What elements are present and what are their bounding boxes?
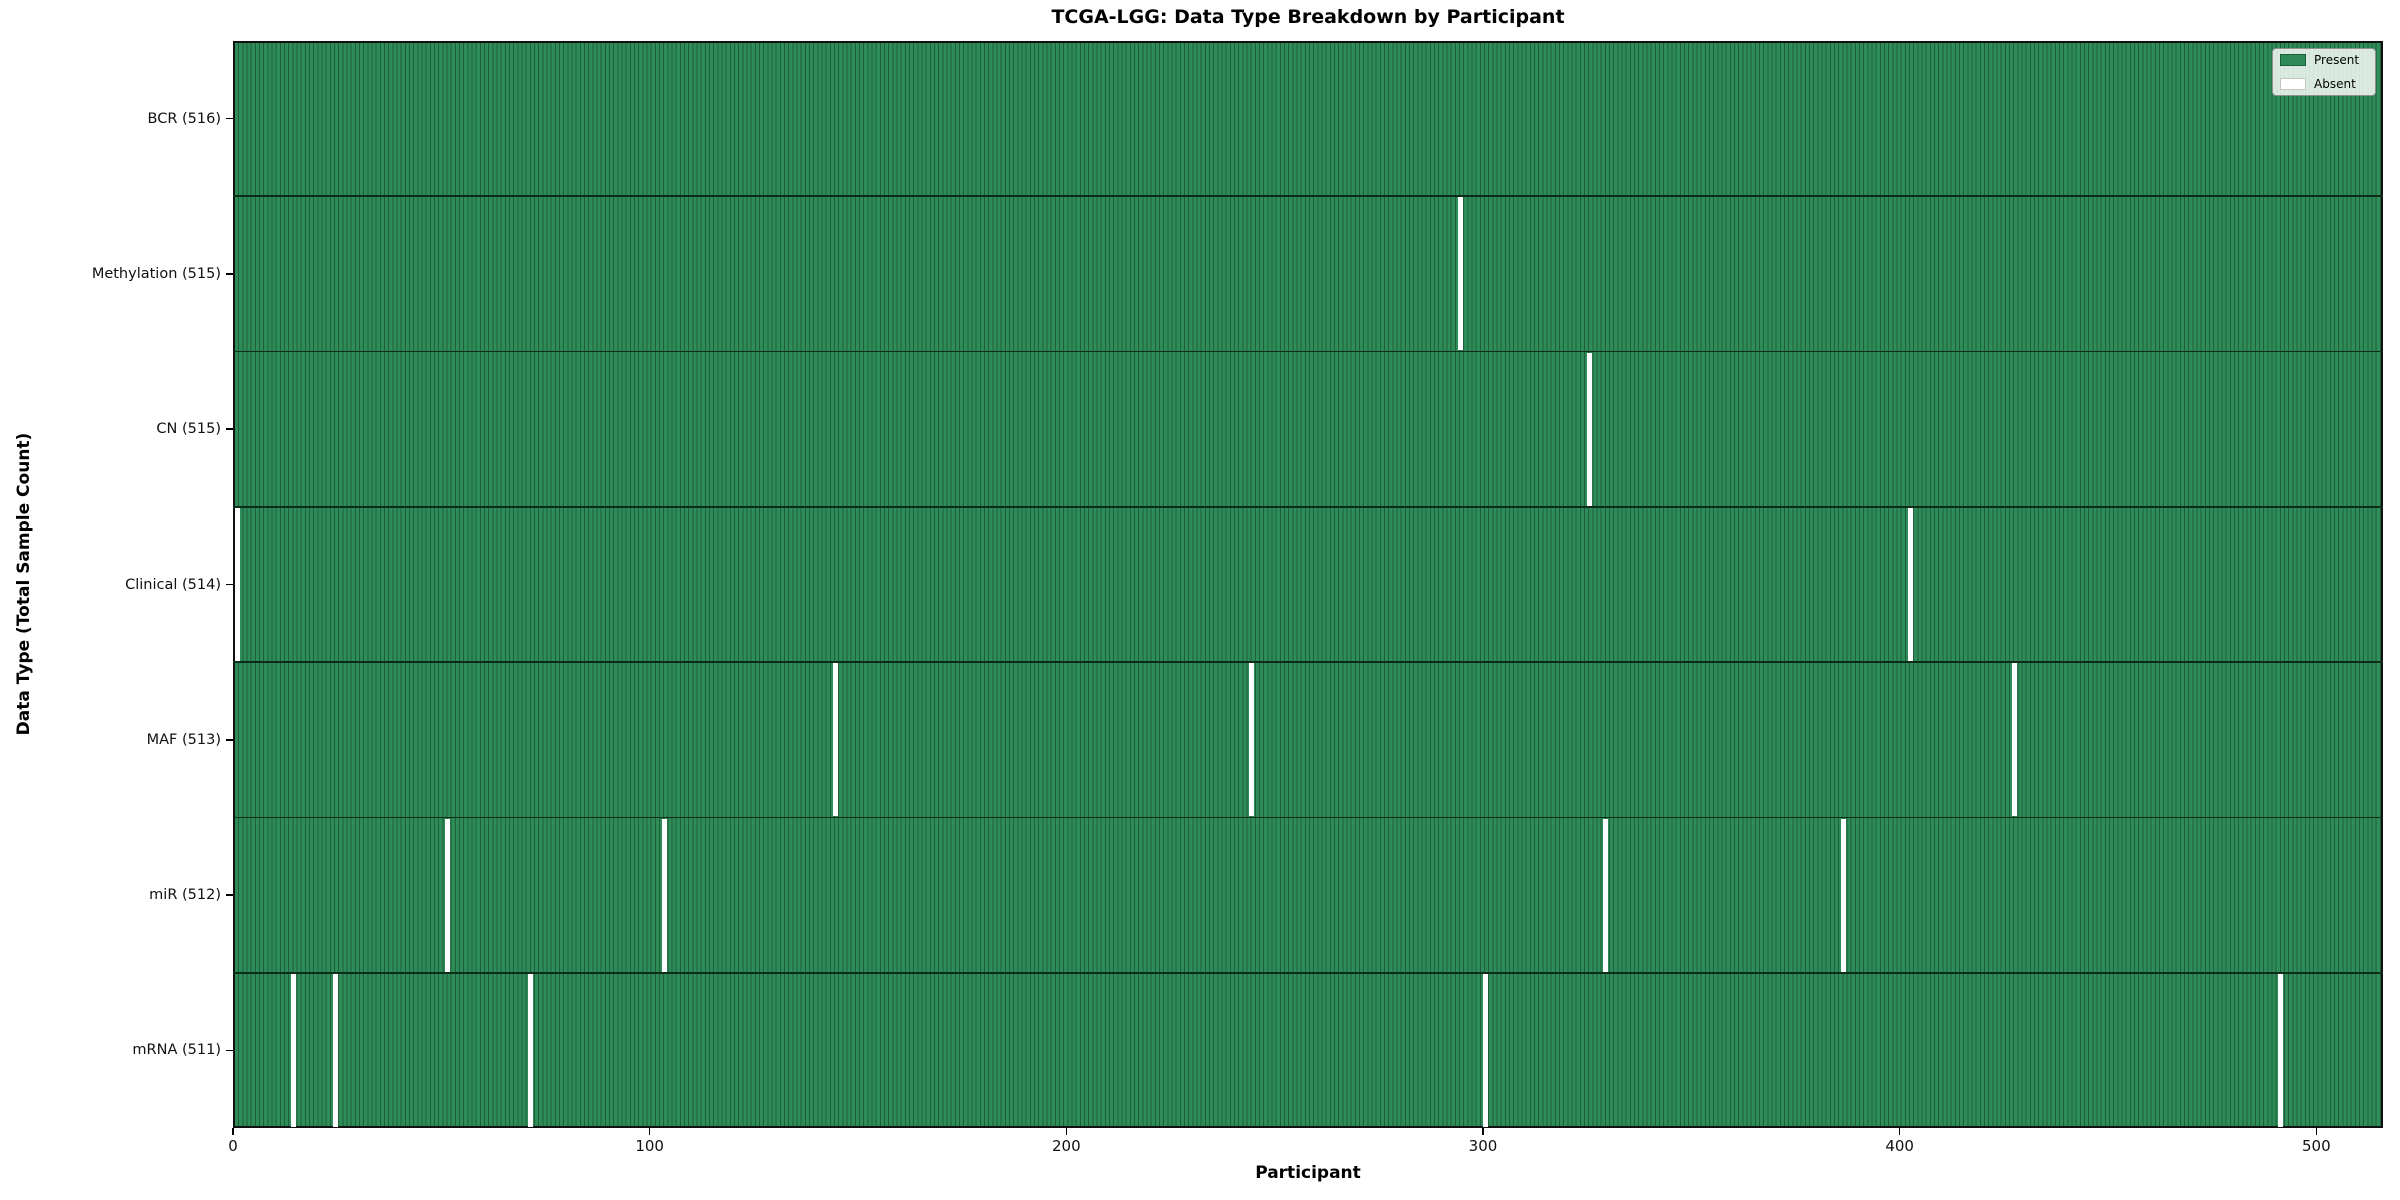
row-separator — [233, 195, 2383, 198]
y-tick-label: CN (515) — [156, 421, 221, 438]
x-tick-label: 200 — [1052, 1137, 1081, 1155]
legend-label-absent: Absent — [2314, 77, 2356, 91]
absent-marker — [235, 508, 240, 661]
absent-marker — [1586, 352, 1592, 506]
x-tick-label: 0 — [228, 1137, 238, 1155]
x-tick — [1482, 1128, 1484, 1135]
x-axis-label: Participant — [1255, 1163, 1361, 1183]
legend-label-present: Present — [2314, 53, 2360, 67]
absent-marker — [332, 973, 338, 1127]
y-tick — [226, 583, 233, 586]
legend-entry-absent: Absent — [2280, 78, 2368, 90]
absent-marker — [1840, 818, 1846, 972]
absent-marker — [2011, 663, 2017, 817]
absent-marker — [1249, 663, 1255, 817]
absent-marker — [445, 818, 451, 972]
absent-marker — [661, 818, 667, 972]
row-separator — [233, 971, 2383, 974]
y-tick-label: Clinical (514) — [125, 576, 221, 593]
x-tick-label: 100 — [635, 1137, 664, 1155]
y-tick — [226, 273, 233, 275]
y-tick — [226, 117, 233, 120]
absent-marker — [290, 973, 296, 1127]
absent-swatch-icon — [2280, 78, 2306, 90]
x-tick — [232, 1128, 234, 1135]
y-tick-label: Methylation (515) — [91, 265, 221, 282]
absent-marker — [528, 973, 534, 1127]
row-separator — [233, 506, 2383, 508]
x-tick-label: 500 — [2302, 1137, 2331, 1155]
row-separator — [233, 816, 2383, 819]
absent-marker — [1907, 508, 1913, 661]
x-tick — [2315, 1128, 2318, 1135]
y-tick-label: BCR (516) — [147, 110, 222, 127]
y-tick — [226, 738, 233, 741]
y-tick — [226, 1049, 233, 1052]
absent-marker — [832, 663, 838, 817]
y-tick-label: mRNA (511) — [132, 1042, 221, 1059]
y-tick — [226, 428, 233, 430]
x-tick — [1898, 1128, 1901, 1135]
present-swatch-icon — [2280, 54, 2306, 66]
row-separator — [233, 350, 2383, 353]
x-tick-label: 400 — [1885, 1137, 1914, 1155]
x-tick-label: 300 — [1468, 1137, 1498, 1155]
x-tick — [1065, 1128, 1068, 1135]
legend: Present Absent — [2272, 48, 2376, 96]
row-separator — [233, 661, 2383, 663]
y-tick-label: MAF (513) — [146, 731, 221, 748]
absent-marker — [1482, 973, 1488, 1127]
absent-marker — [2278, 973, 2284, 1127]
absent-marker — [1457, 197, 1463, 351]
y-tick-label: miR (512) — [149, 887, 221, 904]
x-tick — [648, 1128, 651, 1135]
absent-marker — [1603, 818, 1609, 972]
legend-entry-present: Present — [2280, 54, 2368, 66]
chart-title: TCGA-LGG: Data Type Breakdown by Partici… — [1051, 6, 1565, 28]
plot-area — [233, 41, 2383, 1128]
y-tick — [226, 894, 233, 896]
